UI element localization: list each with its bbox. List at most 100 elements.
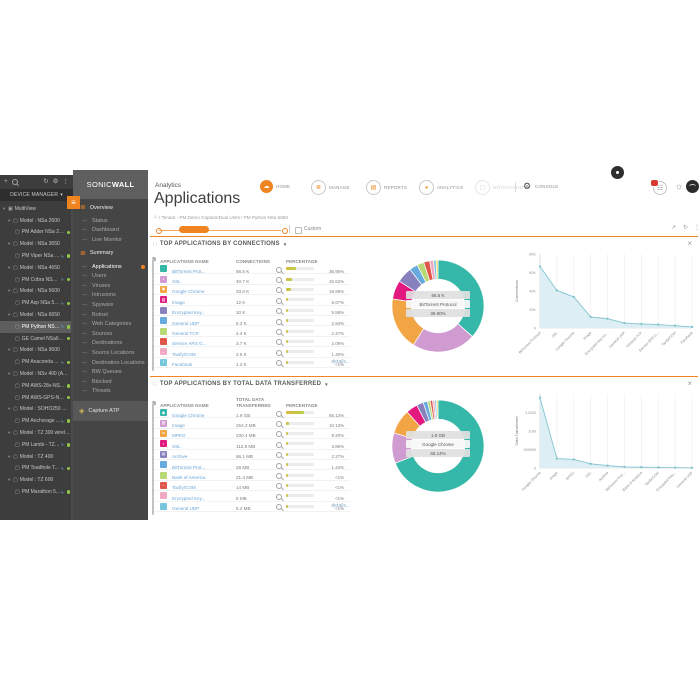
row-checkbox[interactable] — [152, 310, 154, 330]
row-checkbox[interactable] — [152, 352, 154, 372]
tree-item[interactable]: ▢ PM Marathon 5... ϟ — [0, 486, 73, 498]
nav-item-home[interactable]: ☁ HOME — [260, 180, 290, 193]
tree-caret-icon[interactable]: ▾ — [8, 430, 11, 436]
tree-caret-icon[interactable]: ▾ — [8, 264, 11, 270]
sidebar-item-viruses[interactable]: — Viruses — [73, 281, 148, 291]
row-checkbox[interactable] — [152, 475, 154, 495]
data-point[interactable] — [555, 289, 559, 292]
magnifier-icon[interactable] — [276, 473, 282, 480]
sidebar-item-source-locations[interactable]: — Source Locations — [73, 348, 148, 358]
data-point[interactable] — [673, 466, 677, 469]
time-slider-handle[interactable] — [179, 225, 209, 233]
magnifier-icon[interactable] — [276, 339, 282, 346]
tree-item[interactable]: ▾ ▢ Model : NSa 9600 — [0, 345, 73, 357]
details-link[interactable]: details... — [331, 503, 350, 509]
magnifier-icon[interactable] — [276, 504, 282, 511]
data-point[interactable] — [589, 462, 592, 466]
row-checkbox[interactable] — [152, 454, 154, 474]
details-link[interactable]: details... — [331, 359, 350, 365]
tree-item[interactable]: ▾ ▣ MultiView — [0, 203, 73, 215]
donut-slice[interactable] — [437, 259, 485, 338]
data-point[interactable] — [690, 325, 694, 329]
add-device-icon[interactable]: + — [4, 177, 8, 185]
row-checkbox[interactable] — [152, 269, 154, 289]
sidebar-item-web-categories[interactable]: — Web Categories — [73, 319, 148, 329]
settings-gear-icon[interactable]: ⚙ — [52, 177, 59, 185]
row-checkbox[interactable] — [152, 423, 154, 443]
data-point[interactable] — [690, 466, 694, 470]
tree-caret-icon[interactable]: ▾ — [8, 241, 11, 247]
sidebar-section-overview[interactable]: ≣ Overview — [73, 199, 148, 216]
tree-caret-icon[interactable]: ▾ — [8, 312, 11, 318]
magnifier-icon[interactable] — [276, 360, 282, 367]
magnifier-icon[interactable] — [276, 410, 282, 417]
sidebar-item-spyware[interactable]: — Spyware — [73, 300, 148, 310]
row-checkbox[interactable] — [152, 465, 154, 485]
donut-slice[interactable] — [436, 399, 439, 420]
time-slider-track[interactable] — [159, 229, 281, 231]
sidebar-item-destination-locations[interactable]: — Destination Locations — [73, 358, 148, 368]
magnifier-icon[interactable] — [276, 329, 282, 336]
tree-item[interactable]: ▢ PM AWS-GPS-NS... — [0, 392, 73, 404]
nav-item-notifications[interactable]: ▢ NOTIFICATIONS — [475, 180, 530, 195]
floating-badge-icon[interactable] — [611, 166, 624, 179]
tree-item[interactable]: ▢ GE Camel NSa6650 — [0, 333, 73, 345]
magnifier-icon[interactable] — [276, 318, 282, 325]
tree-item[interactable]: ▾▢Model : TZ 300 wireless ... — [0, 427, 73, 439]
close-icon[interactable]: × — [687, 379, 692, 388]
data-point[interactable] — [589, 315, 592, 319]
data-point[interactable] — [657, 323, 660, 326]
sidebar-item-applications[interactable]: — Applications — [73, 262, 148, 272]
tree-scrollbar[interactable] — [70, 201, 73, 520]
row-checkbox[interactable] — [152, 444, 154, 464]
row-checkbox[interactable] — [152, 289, 154, 309]
row-checkbox[interactable] — [152, 413, 154, 433]
sidebar-item-sources[interactable]: — Sources — [73, 329, 148, 339]
tree-item[interactable]: ▾ ▢ Model : NSa 6650 — [0, 309, 73, 321]
tree-item[interactable]: ▢ PM Viper NSa 3... ϟ — [0, 250, 73, 262]
sidebar-item-threats[interactable]: — Threats — [73, 387, 148, 397]
tree-item[interactable]: ▢ PM Cobra NSa ... ϟ — [0, 274, 73, 286]
magnifier-icon[interactable] — [276, 421, 282, 428]
refresh-page-icon[interactable]: ↻ — [683, 225, 689, 231]
row-checkbox[interactable] — [152, 485, 154, 505]
tree-caret-icon[interactable]: ▾ — [8, 453, 11, 459]
breadcrumb-path[interactable]: / Tenant - PM Demo Capture/Dual Units / … — [159, 214, 288, 220]
tree-caret-icon[interactable]: ▾ — [8, 288, 11, 294]
export-icon[interactable]: ↗ — [671, 225, 677, 231]
data-point[interactable] — [640, 466, 643, 469]
data-point[interactable] — [538, 265, 542, 268]
sidebar-toggle-button[interactable]: ≡ — [67, 196, 80, 209]
tree-item[interactable]: ▾ ▢ Model : NSa 4650 — [0, 262, 73, 274]
sidebar-item-live-monitor[interactable]: — Live Monitor — [73, 235, 148, 245]
tree-caret-icon[interactable]: ▾ — [8, 217, 11, 223]
tree-item[interactable]: ▾ ▢ Model : NSa 3650 — [0, 238, 73, 250]
magnifier-icon[interactable] — [276, 493, 282, 500]
magnifier-icon[interactable] — [276, 431, 282, 438]
tree-caret-icon[interactable]: ▾ — [3, 205, 6, 211]
panel-caret-down-icon[interactable]: ▼ — [324, 381, 329, 387]
data-point[interactable] — [606, 317, 609, 320]
data-point[interactable] — [606, 464, 609, 467]
magnifier-icon[interactable] — [276, 287, 282, 294]
tree-item[interactable]: ▾ ▢ Model : TZ 600 — [0, 474, 73, 486]
row-checkbox[interactable] — [152, 341, 154, 361]
tree-item[interactable]: ▾ ▢ Model : NSv 400 (AWS) — [0, 368, 73, 380]
lightbulb-icon[interactable]: ☼ — [675, 181, 684, 191]
magnifier-icon[interactable] — [276, 297, 282, 304]
magnifier-icon[interactable] — [276, 483, 282, 490]
alerts-clock-icon[interactable]: ☷ — [650, 179, 667, 195]
nav-item-analytics[interactable]: ◕ ANALYTICS — [419, 180, 463, 195]
row-checkbox[interactable] — [152, 258, 154, 278]
tree-item[interactable]: ▢ PM AWS-28v-NS... — [0, 380, 73, 392]
data-point[interactable] — [623, 465, 626, 469]
sidebar-item-blocked[interactable]: — Blocked — [73, 377, 148, 387]
row-checkbox[interactable] — [152, 279, 154, 299]
nav-item-reports[interactable]: ▤ REPORTS — [366, 180, 407, 195]
magnifier-icon[interactable] — [276, 349, 282, 356]
tree-item[interactable]: ▢ PM Anchorage ... ϟ — [0, 415, 73, 427]
tree-item[interactable]: ▢ PM Anaconda ... ϟ — [0, 356, 73, 368]
sidebar-item-bw-queues[interactable]: — BW Queues — [73, 367, 148, 377]
user-avatar[interactable] — [686, 180, 699, 193]
tree-caret-icon[interactable]: ▾ — [8, 477, 11, 483]
